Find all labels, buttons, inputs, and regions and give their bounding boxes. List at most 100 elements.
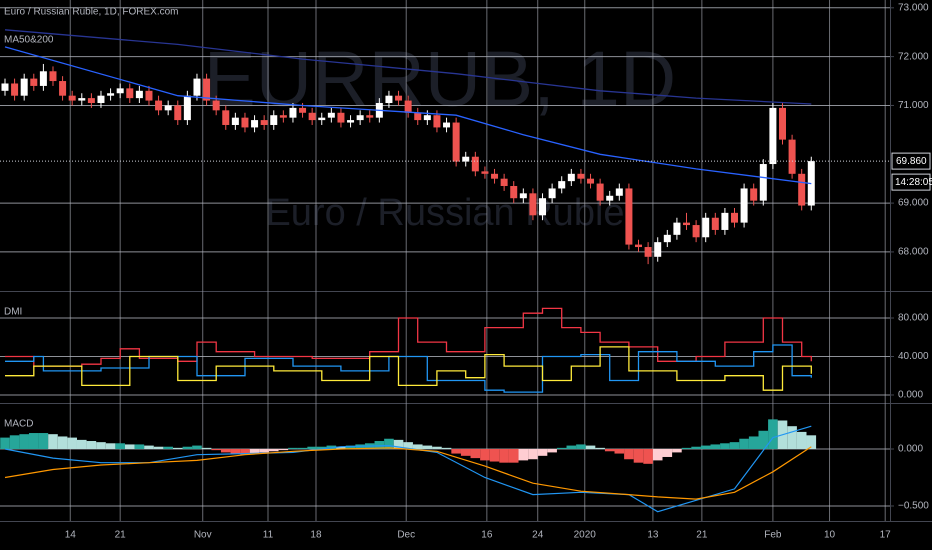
histogram-bar xyxy=(230,448,241,454)
y-tick-label: 69.000 xyxy=(898,198,929,209)
indicator-label: DMI xyxy=(4,307,22,318)
histogram-bar xyxy=(115,443,125,449)
candle-body xyxy=(548,188,556,199)
moving-average xyxy=(4,29,812,105)
histogram-bar xyxy=(806,435,817,449)
histogram-bar xyxy=(489,448,500,462)
countdown-box xyxy=(891,173,931,191)
dmi-line xyxy=(5,307,812,367)
candle-body xyxy=(337,112,345,123)
candle-body xyxy=(740,188,748,223)
candle-body xyxy=(769,107,777,165)
candle-body xyxy=(289,107,297,118)
histogram-bar xyxy=(595,447,605,449)
candle-body xyxy=(251,120,259,128)
y-tick-label: 40.000 xyxy=(898,351,929,362)
indicator-label: MA50&200 xyxy=(4,35,54,46)
candle-body xyxy=(414,112,422,121)
histogram-bar xyxy=(86,441,97,449)
candle-body xyxy=(308,112,316,121)
histogram-bar xyxy=(96,442,106,449)
candle-body xyxy=(510,186,518,199)
candle-body xyxy=(683,222,691,226)
histogram-bar xyxy=(9,435,20,449)
candle-body xyxy=(385,95,393,104)
candle-body xyxy=(193,78,201,96)
candle-body xyxy=(212,100,220,111)
watermark: EURRUB, 1D xyxy=(204,35,676,123)
candle-body xyxy=(299,107,307,113)
last-price-box xyxy=(891,152,931,170)
candle-body xyxy=(116,88,124,94)
y-tick-label: 71.000 xyxy=(898,100,929,111)
candle-body xyxy=(558,181,566,189)
candle-body xyxy=(30,78,38,86)
histogram-bar xyxy=(748,436,759,449)
candle-body xyxy=(59,81,67,96)
candle-body xyxy=(97,95,105,104)
histogram-bar xyxy=(316,446,327,449)
histogram-bar xyxy=(662,448,673,457)
histogram-bar xyxy=(576,444,586,449)
candle-body xyxy=(721,212,729,230)
candle-body xyxy=(203,78,211,101)
candle-body xyxy=(596,183,604,201)
candle-body xyxy=(471,156,479,172)
x-tick-label: 14 xyxy=(65,530,77,541)
histogram-bar xyxy=(787,426,797,449)
countdown-label: 14:28:05 xyxy=(895,177,932,188)
candle-body xyxy=(318,117,326,121)
x-tick-label: Nov xyxy=(194,530,212,541)
candle-body xyxy=(183,95,191,121)
candle-body xyxy=(587,178,595,184)
histogram-bar xyxy=(192,445,202,449)
candle-body xyxy=(500,178,508,187)
histogram-bar xyxy=(182,446,193,449)
candle-body xyxy=(615,188,623,196)
candle-body xyxy=(222,110,230,125)
macd-line xyxy=(4,446,812,500)
candle-body xyxy=(20,78,28,96)
histogram-bar xyxy=(460,448,471,456)
moving-average xyxy=(4,46,812,185)
candle-body xyxy=(356,115,364,121)
candle-body xyxy=(174,105,182,121)
histogram-bar xyxy=(211,448,221,451)
histogram-bar xyxy=(345,445,356,449)
candle-body xyxy=(327,112,335,118)
histogram-bar xyxy=(201,447,212,449)
candle-body xyxy=(635,244,643,248)
indicator-label: MACD xyxy=(4,419,33,430)
x-tick-label: 2020 xyxy=(574,530,597,541)
histogram-bar xyxy=(172,447,183,449)
histogram-bar xyxy=(518,448,529,461)
candle-body xyxy=(529,193,537,216)
histogram-bar xyxy=(163,446,173,449)
x-tick-label: Dec xyxy=(397,530,415,541)
last-price-label: 69.860 xyxy=(896,156,927,167)
candle-body xyxy=(87,98,95,104)
histogram-bar xyxy=(604,448,615,452)
histogram-bar xyxy=(643,448,653,464)
candle-body xyxy=(730,212,738,223)
histogram-bar xyxy=(220,448,231,453)
candle-body xyxy=(11,83,19,96)
candle-body xyxy=(519,193,527,199)
histogram-bar xyxy=(38,433,49,449)
candle-body xyxy=(702,217,710,238)
histogram-bar xyxy=(0,437,10,449)
x-tick-label: 21 xyxy=(696,530,708,541)
candle-body xyxy=(644,247,652,257)
histogram-bar xyxy=(278,448,289,451)
histogram-bar xyxy=(739,438,749,449)
histogram-bar xyxy=(384,438,394,449)
candle-body xyxy=(347,120,355,123)
candle-body xyxy=(241,117,249,128)
candle-body xyxy=(145,90,153,101)
candle-body xyxy=(231,117,239,125)
candle-body xyxy=(462,156,470,162)
y-tick-label: 0.000 xyxy=(898,390,923,401)
histogram-bar xyxy=(57,436,68,449)
histogram-bar xyxy=(614,448,625,454)
